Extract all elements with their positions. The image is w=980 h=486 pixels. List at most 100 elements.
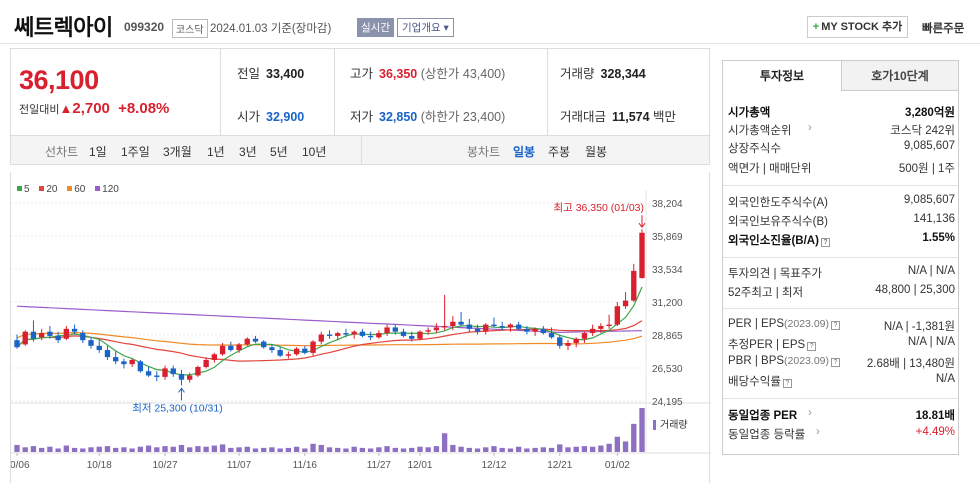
divider <box>723 185 958 186</box>
help-icon[interactable]: ? <box>831 321 840 330</box>
candle-daily[interactable]: 일봉 <box>513 145 536 159</box>
candle-body <box>335 333 341 336</box>
period-10y[interactable]: 10년 <box>302 145 327 159</box>
volume-bar <box>38 447 45 452</box>
change-value: 2,700 <box>72 100 110 117</box>
divider <box>723 308 958 309</box>
candle-body <box>343 333 349 335</box>
volume-bar <box>22 447 28 452</box>
company-info-dropdown[interactable]: 기업개요 ▾ <box>397 18 454 37</box>
volume-bar <box>622 441 629 452</box>
x-tick-label: 10/06 <box>11 460 30 471</box>
candle-monthly[interactable]: 월봉 <box>585 145 608 159</box>
candle-body <box>137 361 144 372</box>
candle-body <box>285 354 292 356</box>
low-arrow-head <box>178 387 185 393</box>
add-mystock-label: MY STOCK 추가 <box>821 21 903 33</box>
candle-body <box>367 335 374 338</box>
candle-body <box>318 334 324 342</box>
tab-investment-info[interactable]: 투자정보 <box>723 61 841 91</box>
period-5y[interactable]: 5년 <box>270 145 288 159</box>
stock-code: 099320 <box>124 20 165 34</box>
volume-bar <box>581 446 588 452</box>
candle-body <box>154 375 160 377</box>
day-low: 저가 32,850 (하한가 23,400) <box>350 110 506 124</box>
volume-bar <box>458 446 464 452</box>
trade-amount: 거래대금 11,574 백만 <box>560 110 677 124</box>
ma5-line <box>16 286 643 376</box>
candle-body <box>524 328 530 332</box>
candle-body <box>261 341 267 348</box>
period-1w[interactable]: 1주일 <box>121 145 150 159</box>
price-change: 전일대비▲2,700 +8.08% <box>19 100 169 117</box>
candle-weekly[interactable]: 주봉 <box>548 145 571 159</box>
market-cap-rank-row[interactable]: 시가총액순위 › 코스닥 242위 <box>728 122 955 137</box>
volume-bar <box>474 448 481 452</box>
candle-body <box>277 350 283 356</box>
help-icon[interactable]: ? <box>820 238 830 247</box>
candle-body <box>145 371 152 376</box>
ma60-line <box>16 331 643 347</box>
y-tick-label: 28,865 <box>652 331 683 342</box>
legend-swatch <box>39 186 45 191</box>
y-tick-label: 31,200 <box>652 298 683 309</box>
candle-body <box>63 328 70 339</box>
period-3y[interactable]: 3년 <box>239 145 257 159</box>
realtime-button[interactable]: 실시간 <box>357 18 394 37</box>
volume-bar <box>285 447 292 452</box>
candle-body <box>38 333 45 338</box>
divider <box>723 257 958 258</box>
candle-body <box>252 338 259 342</box>
volume-bar <box>433 446 440 452</box>
volume-bar <box>466 447 472 452</box>
volume-bar <box>203 446 209 452</box>
candle-body <box>515 324 522 329</box>
volume-bar <box>129 448 135 452</box>
quick-order-link[interactable]: 빠른주문 <box>922 23 965 35</box>
volume-bar <box>310 443 316 452</box>
volume-bar <box>195 446 201 452</box>
volume-bar <box>548 447 555 452</box>
volume-bar <box>409 447 415 452</box>
volume-bar <box>367 448 374 452</box>
foreign-ratio-row: 외국인소진율(B/A)? 1.55% <box>728 232 955 247</box>
add-mystock-button[interactable]: + MY STOCK 추가 <box>807 16 908 38</box>
divider <box>723 398 958 399</box>
volume-bar <box>154 447 160 452</box>
help-icon[interactable]: ? <box>831 358 840 367</box>
plus-icon: + <box>812 21 820 33</box>
volume-bar <box>55 448 61 452</box>
candle-body <box>376 333 382 338</box>
candle-body <box>548 333 555 338</box>
help-icon[interactable]: ? <box>807 342 817 351</box>
help-icon[interactable]: ? <box>782 379 792 388</box>
y-tick-label: 35,869 <box>652 232 683 243</box>
tab-orderbook[interactable]: 호가10단계 <box>841 61 958 91</box>
period-1d[interactable]: 1일 <box>89 145 107 159</box>
volume-bar <box>507 448 514 452</box>
candle-body <box>228 345 234 351</box>
candle-body <box>162 368 168 377</box>
sector-per-row[interactable]: 동일업종 PER › 18.81배 <box>728 407 955 422</box>
volume-bar <box>211 445 218 452</box>
candle-body <box>499 326 505 328</box>
listed-shares-row: 상장주식수 9,085,607 <box>728 140 955 155</box>
candle-body <box>195 367 201 376</box>
volume-bar <box>269 447 275 452</box>
volume-bar <box>96 446 102 452</box>
period-1y[interactable]: 1년 <box>207 145 225 159</box>
chart-area: 38,204 35,869 33,534 31,200 28,865 26,530 24,1… <box>4 172 711 483</box>
pbr-bps-row: PBR | BPS(2023.09)? 2.68배 | 13,480원 <box>728 355 955 370</box>
x-tick-label: 12/12 <box>481 460 506 471</box>
volume-bar <box>187 447 193 452</box>
volume-bar <box>335 447 341 452</box>
candle-body <box>392 327 398 332</box>
candle-body <box>483 324 489 332</box>
volume-bar <box>318 444 324 452</box>
candle-body <box>400 331 407 336</box>
candle-body <box>219 345 226 355</box>
sector-change-row[interactable]: 동일업종 등락률 › +4.49% <box>728 426 955 441</box>
period-3m[interactable]: 3개월 <box>163 145 192 159</box>
candle-body <box>47 331 53 336</box>
divider <box>334 49 335 135</box>
